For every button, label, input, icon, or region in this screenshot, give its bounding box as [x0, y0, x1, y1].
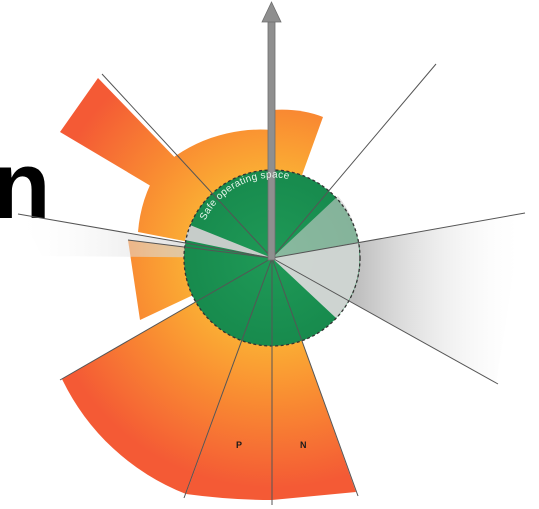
safe-zone-grey-upper-right: [272, 196, 358, 258]
ray-upper-left: [101, 73, 273, 259]
safe-zone-grey-left: [185, 225, 272, 258]
ray-bottom-right: [271, 257, 359, 497]
safe-zone-grey-right: [272, 242, 360, 318]
ray-bottom-left: [183, 257, 273, 499]
ray-lower-left: [59, 257, 273, 381]
segment-label-p: P: [236, 440, 242, 450]
ray-upper-right: [271, 63, 437, 259]
ray-right: [271, 212, 526, 259]
ray-left: [17, 213, 273, 259]
ray-lower-right: [271, 257, 499, 385]
ray-left-mid: [127, 239, 273, 259]
top-arrow: [261, 1, 282, 261]
segment-label-n: N: [300, 440, 307, 450]
